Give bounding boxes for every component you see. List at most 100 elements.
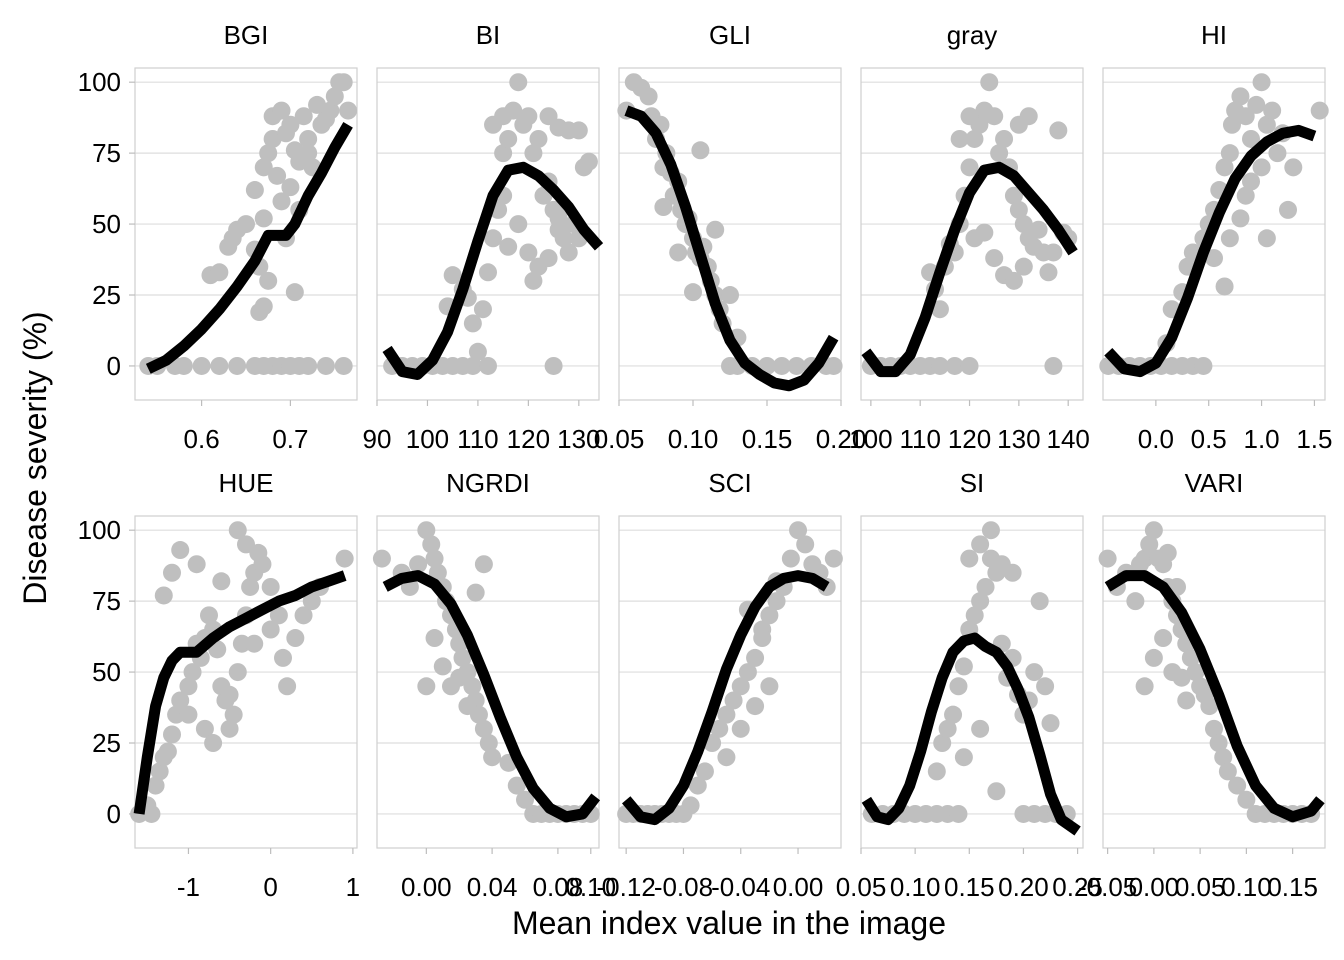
data-point — [1194, 356, 1213, 375]
data-point — [228, 663, 247, 682]
data-point — [746, 697, 765, 716]
data-point — [272, 101, 291, 120]
panel-hi: HI 0.0 0.5 1.0 1.5 — [1099, 20, 1333, 454]
panel-border — [860, 515, 1084, 849]
data-point — [285, 283, 304, 302]
data-point — [1181, 648, 1200, 667]
data-point — [171, 691, 190, 710]
data-point — [474, 719, 493, 738]
panel-border — [1102, 515, 1326, 849]
data-point — [499, 237, 518, 256]
data-point — [192, 356, 211, 375]
data-point — [254, 209, 273, 228]
data-point — [1284, 158, 1303, 177]
data-point — [524, 144, 543, 163]
data-point — [463, 677, 482, 696]
panel-border — [1102, 67, 1326, 401]
smooth-line — [382, 161, 604, 380]
y-axis-ticks: 0 25 50 75 100 0 25 50 75 100 — [78, 67, 135, 829]
data-point — [210, 356, 229, 375]
data-point — [1003, 563, 1022, 582]
data-point — [167, 705, 186, 724]
data-point — [706, 220, 725, 239]
data-point — [1252, 73, 1271, 92]
data-point — [425, 629, 444, 648]
data-point — [985, 249, 1004, 268]
data-point — [1144, 648, 1163, 667]
data-point — [150, 762, 169, 781]
data-point — [299, 356, 318, 375]
data-point — [334, 73, 353, 92]
data-point — [494, 144, 513, 163]
x-tick-label: 0.15 — [742, 424, 793, 454]
panel-title: GLI — [709, 20, 751, 50]
data-point — [949, 677, 968, 696]
panel-sci: SCI -0.12-0.08-0.04 0.00 — [597, 468, 843, 902]
data-point — [524, 271, 543, 290]
data-point — [466, 583, 485, 602]
x-tick-label: 0.10 — [1221, 872, 1272, 902]
data-point — [960, 107, 979, 126]
data-point — [516, 790, 534, 809]
y-tick-label: 50 — [92, 657, 121, 687]
x-tick-label: 130 — [997, 424, 1040, 454]
data-point — [458, 697, 477, 716]
data-point — [499, 129, 518, 148]
data-point — [335, 549, 354, 568]
data-point — [443, 266, 462, 285]
data-point — [824, 549, 843, 568]
data-point — [1135, 549, 1154, 568]
data-point — [724, 691, 743, 710]
data-point — [409, 555, 428, 574]
data-point — [945, 356, 964, 375]
data-point — [1030, 592, 1049, 611]
data-point — [950, 129, 969, 148]
y-tick-label: 0 — [107, 799, 121, 829]
smooth-line — [861, 632, 1081, 836]
data-point — [731, 677, 750, 696]
data-point — [484, 229, 503, 248]
data-point — [1177, 691, 1196, 710]
data-point — [971, 592, 990, 611]
data-point — [339, 101, 358, 120]
data-point — [483, 748, 502, 767]
data-point — [1154, 629, 1173, 648]
x-tick-label: 0.10 — [565, 872, 616, 902]
data-point — [241, 577, 260, 596]
data-point — [559, 243, 578, 262]
x-tick-label: 0.05 — [1175, 872, 1226, 902]
data-point — [163, 563, 181, 582]
data-point — [1236, 186, 1255, 205]
data-point — [519, 107, 538, 126]
panel-border — [618, 515, 842, 849]
data-point — [1029, 220, 1048, 239]
panel-border — [134, 515, 358, 849]
data-point — [479, 356, 497, 375]
data-point — [422, 535, 441, 554]
panel-border — [134, 67, 358, 401]
data-point — [731, 719, 750, 738]
data-point — [654, 198, 673, 217]
data-point — [995, 129, 1014, 148]
data-point — [294, 606, 313, 625]
data-point — [254, 158, 273, 177]
x-tick-label: 0.00 — [401, 872, 452, 902]
data-point — [1098, 549, 1117, 568]
data-point — [1172, 668, 1191, 687]
data-point — [1049, 121, 1068, 140]
data-point — [187, 555, 206, 574]
data-point — [1004, 186, 1023, 205]
data-point — [195, 719, 214, 738]
x-tick-label: 0.05 — [836, 872, 887, 902]
data-point — [453, 648, 472, 667]
panel-border — [618, 67, 842, 401]
data-point — [1215, 158, 1234, 177]
data-point — [949, 804, 968, 823]
data-point — [965, 129, 984, 148]
x-tick-label: 130 — [557, 424, 600, 454]
x-tick-label: 0.5 — [1191, 424, 1227, 454]
data-point — [1247, 95, 1266, 114]
data-point — [1044, 243, 1063, 262]
data-point — [981, 521, 1000, 540]
smooth-line — [621, 570, 830, 826]
